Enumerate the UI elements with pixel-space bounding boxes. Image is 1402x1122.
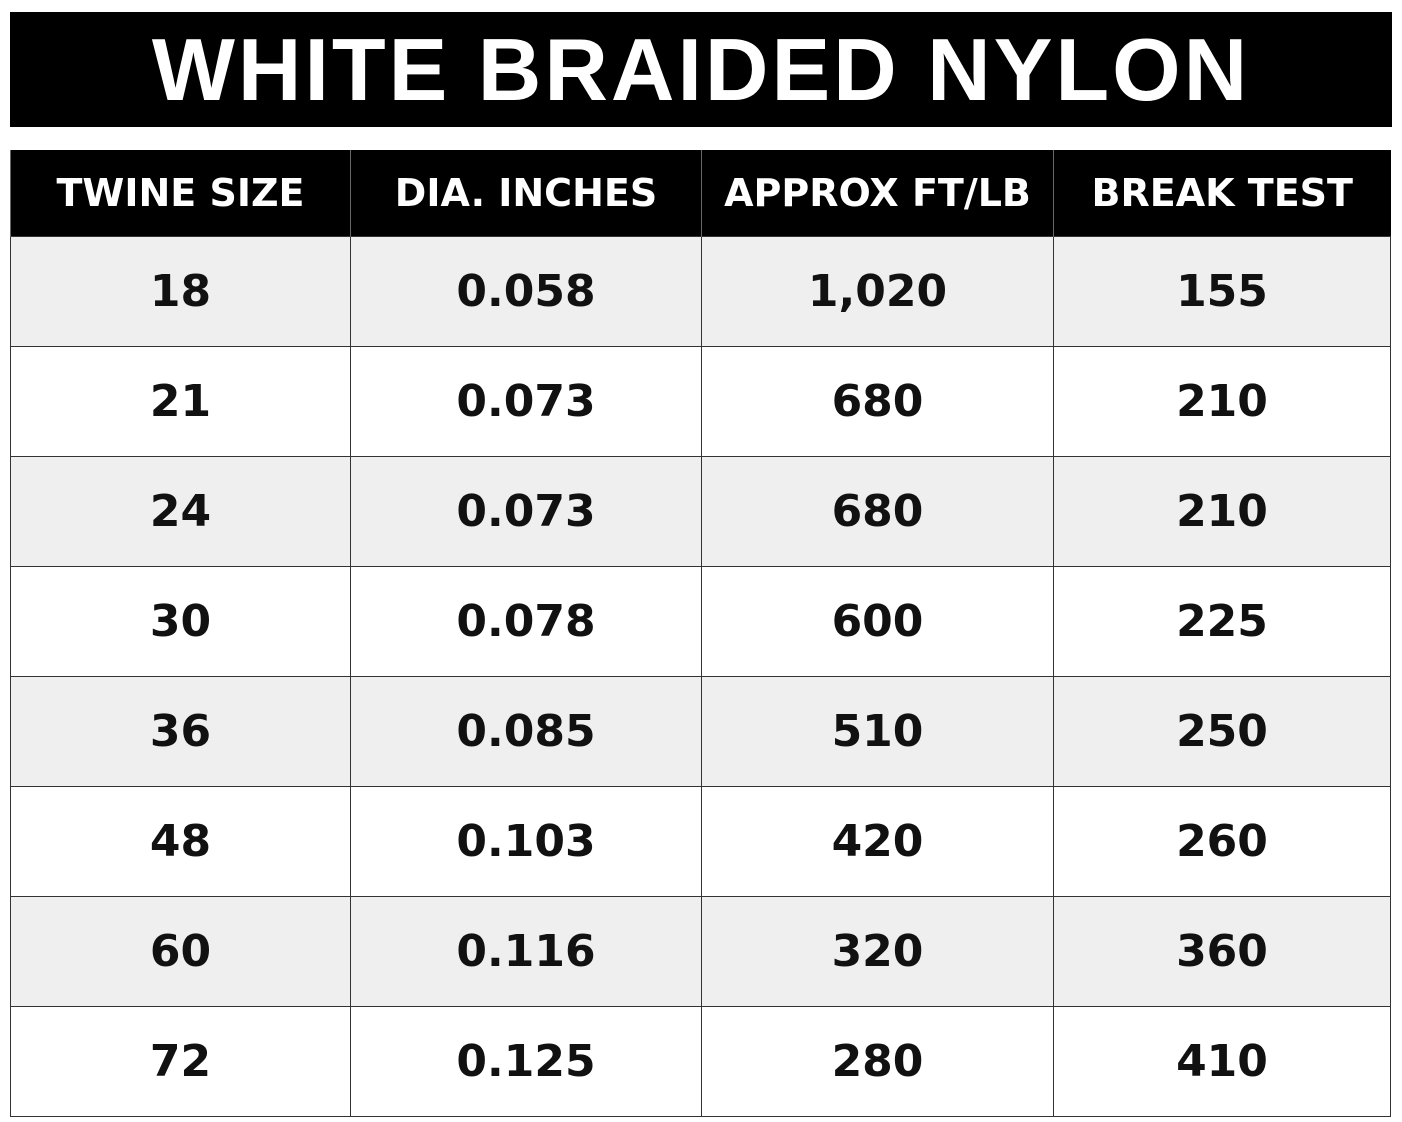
title: WHITE BRAIDED NYLON [151,19,1251,119]
table-cell: 18 [10,236,351,347]
table-cell: 680 [701,346,1054,457]
table-cell: 155 [1053,236,1391,347]
table-cell: 410 [1053,1006,1391,1117]
table-cell: 21 [10,346,351,457]
data-table: TWINE SIZE DIA. INCHES APPROX FT/LB BREAK T… [10,150,1391,1117]
table-cell: 0.058 [350,236,702,347]
table-row: 72 0.125 280 410 [10,1006,1391,1117]
table-cell: 60 [10,896,351,1007]
column-header: TWINE SIZE [10,150,351,237]
header-row: TWINE SIZE DIA. INCHES APPROX FT/LB BREAK T… [10,150,1391,237]
table-cell: 320 [701,896,1054,1007]
table-cell: 0.073 [350,456,702,567]
table-row: 24 0.073 680 210 [10,456,1391,567]
table-row: 30 0.078 600 225 [10,566,1391,677]
table-cell: 48 [10,786,351,897]
table-cell: 680 [701,456,1054,567]
table-cell: 30 [10,566,351,677]
table-cell: 0.073 [350,346,702,457]
table-cell: 24 [10,456,351,567]
table-row: 36 0.085 510 250 [10,676,1391,787]
table-cell: 420 [701,786,1054,897]
table-cell: 250 [1053,676,1391,787]
table-cell: 0.078 [350,566,702,677]
table-body: 18 0.058 1,020 155 21 0.073 680 210 24 0.073 680 21… [10,236,1391,1117]
title-banner: WHITE BRAIDED NYLON [10,12,1392,127]
column-header: DIA. INCHES [350,150,702,237]
table-cell: 0.116 [350,896,702,1007]
table-row: 18 0.058 1,020 155 [10,236,1391,347]
table-row: 60 0.116 320 360 [10,896,1391,1007]
table-cell: 280 [701,1006,1054,1117]
table-cell: 360 [1053,896,1391,1007]
table-cell: 260 [1053,786,1391,897]
table-cell: 0.085 [350,676,702,787]
table-cell: 600 [701,566,1054,677]
table-cell: 36 [10,676,351,787]
table-cell: 0.125 [350,1006,702,1117]
column-header: BREAK TEST [1053,150,1391,237]
table-cell: 210 [1053,456,1391,567]
table-row: 21 0.073 680 210 [10,346,1391,457]
table-cell: 0.103 [350,786,702,897]
table-row: 48 0.103 420 260 [10,786,1391,897]
table-cell: 510 [701,676,1054,787]
table-cell: 225 [1053,566,1391,677]
table-cell: 210 [1053,346,1391,457]
table-cell: 1,020 [701,236,1054,347]
column-header: APPROX FT/LB [701,150,1054,237]
table-cell: 72 [10,1006,351,1117]
